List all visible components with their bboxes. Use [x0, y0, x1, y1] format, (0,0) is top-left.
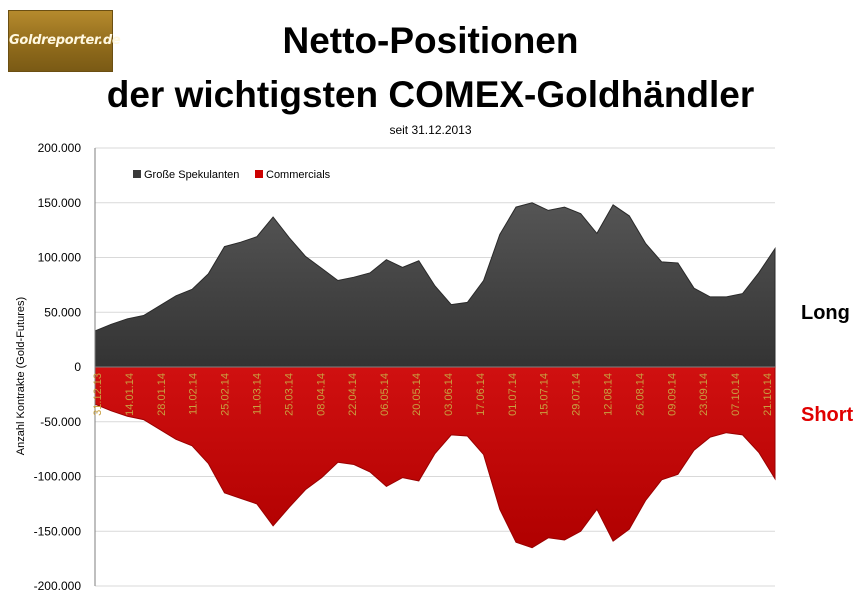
legend: Große Spekulanten Commercials	[133, 169, 331, 181]
x-tick-labels: 31.12.13 14.01.14 28.01.14 11.02.14 25.02.14…	[92, 373, 774, 416]
y-tick-label: 200.000	[38, 141, 82, 155]
x-tick-label: 29.07.14	[571, 373, 583, 416]
goldreporter-logo: Goldreporter.de	[8, 10, 121, 72]
x-tick-label: 21.10.14	[762, 373, 774, 416]
legend-label: Commercials	[266, 169, 331, 181]
y-tick-label: 50.000	[44, 305, 81, 319]
x-tick-label: 22.04.14	[347, 373, 359, 416]
short-label: Short	[801, 404, 854, 426]
area-grosse-spekulanten	[94, 202, 776, 368]
y-tick-label: 150.000	[38, 196, 82, 210]
x-tick-label: 25.02.14	[220, 373, 232, 416]
series-areas	[94, 202, 776, 549]
logo-text: Goldreporter.de	[9, 33, 121, 48]
legend-label: Große Spekulanten	[144, 169, 239, 181]
chart-subtitle: seit 31.12.2013	[389, 123, 472, 137]
x-tick-label: 25.03.14	[283, 373, 295, 416]
x-tick-label: 15.07.14	[539, 373, 551, 416]
y-tick-label: -50.000	[40, 415, 81, 429]
x-tick-label: 12.08.14	[603, 373, 615, 416]
x-tick-label: 09.09.14	[666, 373, 678, 416]
x-tick-label: 06.05.14	[379, 373, 391, 416]
x-tick-label: 28.01.14	[156, 373, 168, 416]
y-tick-labels: 200.000 150.000 100.000 50.000 0 -50.000 -100.…	[34, 141, 82, 593]
x-tick-label: 08.04.14	[315, 373, 327, 416]
x-tick-label: 07.10.14	[730, 373, 742, 416]
long-label: Long	[801, 302, 850, 324]
y-tick-label: -150.000	[34, 524, 82, 538]
x-tick-label: 11.03.14	[252, 373, 264, 415]
x-tick-label: 20.05.14	[411, 373, 423, 416]
y-tick-label: 100.000	[38, 251, 82, 265]
x-tick-label: 14.01.14	[124, 373, 136, 416]
y-tick-label: -200.000	[34, 579, 82, 593]
x-tick-label: 31.12.13	[92, 373, 104, 416]
x-tick-label: 23.09.14	[698, 373, 710, 416]
legend-swatch	[255, 170, 263, 178]
x-tick-label: 26.08.14	[634, 373, 646, 416]
x-tick-label: 11.02.14	[188, 373, 200, 415]
area-commercials	[94, 366, 776, 549]
chart-title-line1: Netto-Positionen	[282, 20, 579, 61]
y-tick-label: 0	[74, 360, 81, 374]
axes	[94, 148, 775, 586]
x-tick-label: 01.07.14	[507, 373, 519, 416]
x-tick-label: 17.06.14	[475, 373, 487, 416]
x-tick-label: 03.06.14	[443, 373, 455, 416]
chart-title-line2: der wichtigsten COMEX-Goldhändler	[106, 74, 755, 115]
y-tick-label: -100.000	[34, 470, 82, 484]
legend-swatch	[133, 170, 141, 178]
